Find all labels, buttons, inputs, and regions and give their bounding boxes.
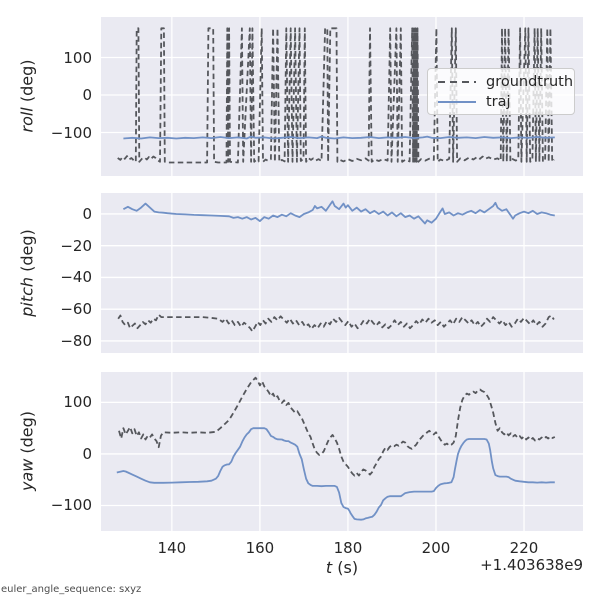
roll-subplot: groundtruth traj: [101, 17, 583, 176]
yaw-plot-canvas: [101, 372, 583, 531]
solid-line-sample: [438, 100, 476, 103]
legend-label-groundtruth: groundtruth: [486, 73, 574, 90]
yaw-y-tick-label: −100: [50, 496, 92, 515]
legend-item-traj: traj: [438, 94, 574, 110]
roll-traj-line: [123, 135, 555, 140]
x-axis-label: t (s): [325, 558, 359, 577]
pitch-traj-line: [122, 200, 555, 225]
legend: groundtruth traj: [427, 68, 575, 115]
euler-sequence-footnote: euler_angle_sequence: sxyz: [1, 584, 142, 595]
pitch-subplot: [101, 193, 583, 353]
pitch-y-tick-label: 0: [82, 204, 92, 223]
pitch-y-tick-label: −20: [60, 236, 92, 255]
x-tick-label: 160: [245, 539, 275, 557]
yaw-y-tick-label: 100: [63, 393, 92, 412]
roll-y-tick-label: 0: [82, 86, 92, 104]
x-tick-label: 180: [333, 539, 363, 557]
roll-groundtruth-line: [117, 27, 555, 164]
pitch-plot-canvas: [101, 193, 583, 353]
dashed-line-sample: [438, 80, 476, 83]
legend-label-traj: traj: [486, 93, 511, 110]
yaw-subplot: [101, 372, 583, 531]
yaw-groundtruth-line: [118, 376, 556, 477]
yaw-traj-line: [116, 427, 555, 521]
yaw-y-tick-label: 0: [82, 444, 92, 463]
roll-y-tick-label: −100: [50, 123, 92, 142]
pitch-groundtruth-line: [117, 313, 555, 333]
pitch-y-tick-label: −60: [60, 300, 92, 319]
x-tick-label: 200: [421, 539, 451, 557]
x-tick-label: 140: [157, 539, 187, 557]
pitch-y-tick-label: −80: [60, 331, 92, 350]
legend-item-groundtruth: groundtruth: [438, 74, 574, 90]
x-axis-offset-text: +1.403638e9: [480, 556, 583, 574]
x-tick-label: 220: [509, 539, 539, 557]
roll-y-tick-label: 100: [63, 48, 92, 67]
pitch-y-tick-label: −40: [60, 268, 92, 287]
